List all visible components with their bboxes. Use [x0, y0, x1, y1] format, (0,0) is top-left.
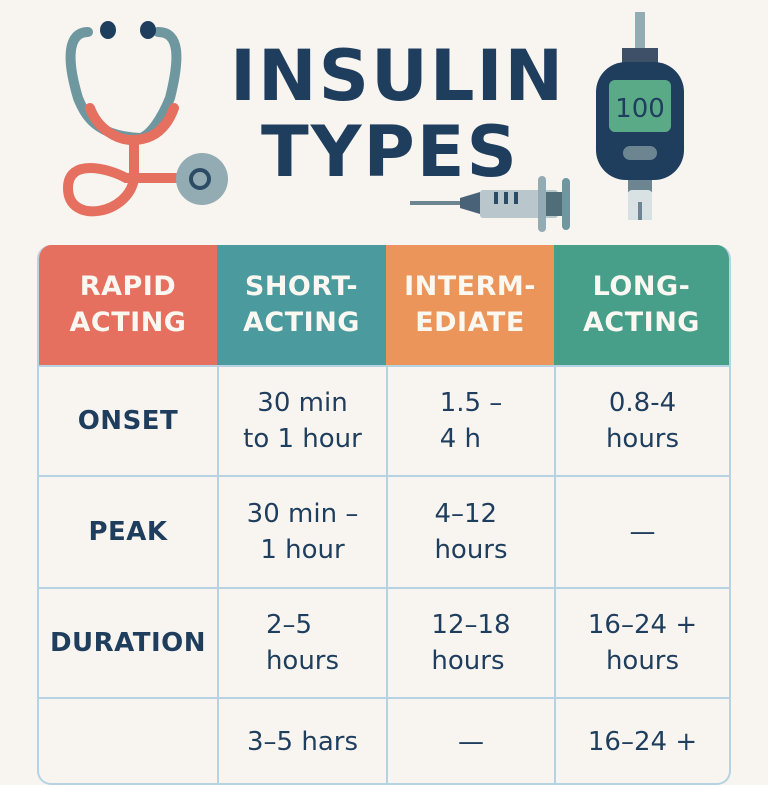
table-cell: 30 min to 1 hour — [217, 367, 386, 475]
table-row-onset: ONSET 30 min to 1 hour 1.5 –4 h 0.8-4 hour… — [39, 365, 729, 475]
header-intermediate: INTERM- EDIATE — [386, 245, 554, 365]
syringe-icon — [410, 176, 570, 232]
row-label: PEAK — [88, 517, 168, 547]
table-cell: 16–24 + hours — [554, 589, 729, 697]
table-cell: 0.8-4 hours — [554, 367, 729, 475]
header-short-acting: SHORT- ACTING — [217, 245, 386, 365]
row-label: DURATION — [49, 628, 207, 658]
header-rapid-acting: RAPID ACTING — [39, 245, 217, 365]
table-cell: 16–24 + — [554, 699, 729, 783]
table-cell: — — [386, 699, 554, 783]
header-long-acting: LONG- ACTING — [554, 245, 729, 365]
insulin-types-table: RAPID ACTING SHORT- ACTING INTERM- EDIATE L… — [37, 245, 731, 785]
table-cell: 12–18 hours — [386, 589, 554, 697]
stethoscope-icon — [62, 21, 228, 217]
table-cell: — — [554, 477, 729, 587]
title-line-2: TYPES — [261, 111, 519, 193]
table-row-peak: PEAK 30 min –1 hour 4–12 hours — — [39, 475, 729, 587]
page-title: INSULIN TYPES — [230, 35, 566, 193]
table-cell: 2–5 hours — [217, 589, 386, 697]
row-label: ONSET — [77, 406, 179, 436]
table-cell: 1.5 –4 h — [386, 367, 554, 475]
table-cell: 30 min –1 hour — [217, 477, 386, 587]
table-cell: 4–12 hours — [386, 477, 554, 587]
table-header-row: RAPID ACTING SHORT- ACTING INTERM- EDIATE L… — [39, 245, 729, 365]
meter-reading: 100 — [615, 94, 665, 124]
table-row-extra: 3–5 hars — 16–24 + — [39, 697, 729, 783]
title-line-1: INSULIN — [230, 35, 566, 117]
row-label — [39, 699, 217, 783]
table-row-duration: DURATION 2–5 hours 12–18 hours 16–24 + hour… — [39, 587, 729, 697]
table-cell: 3–5 hars — [217, 699, 386, 783]
glucose-meter-icon: 100 — [596, 12, 684, 220]
